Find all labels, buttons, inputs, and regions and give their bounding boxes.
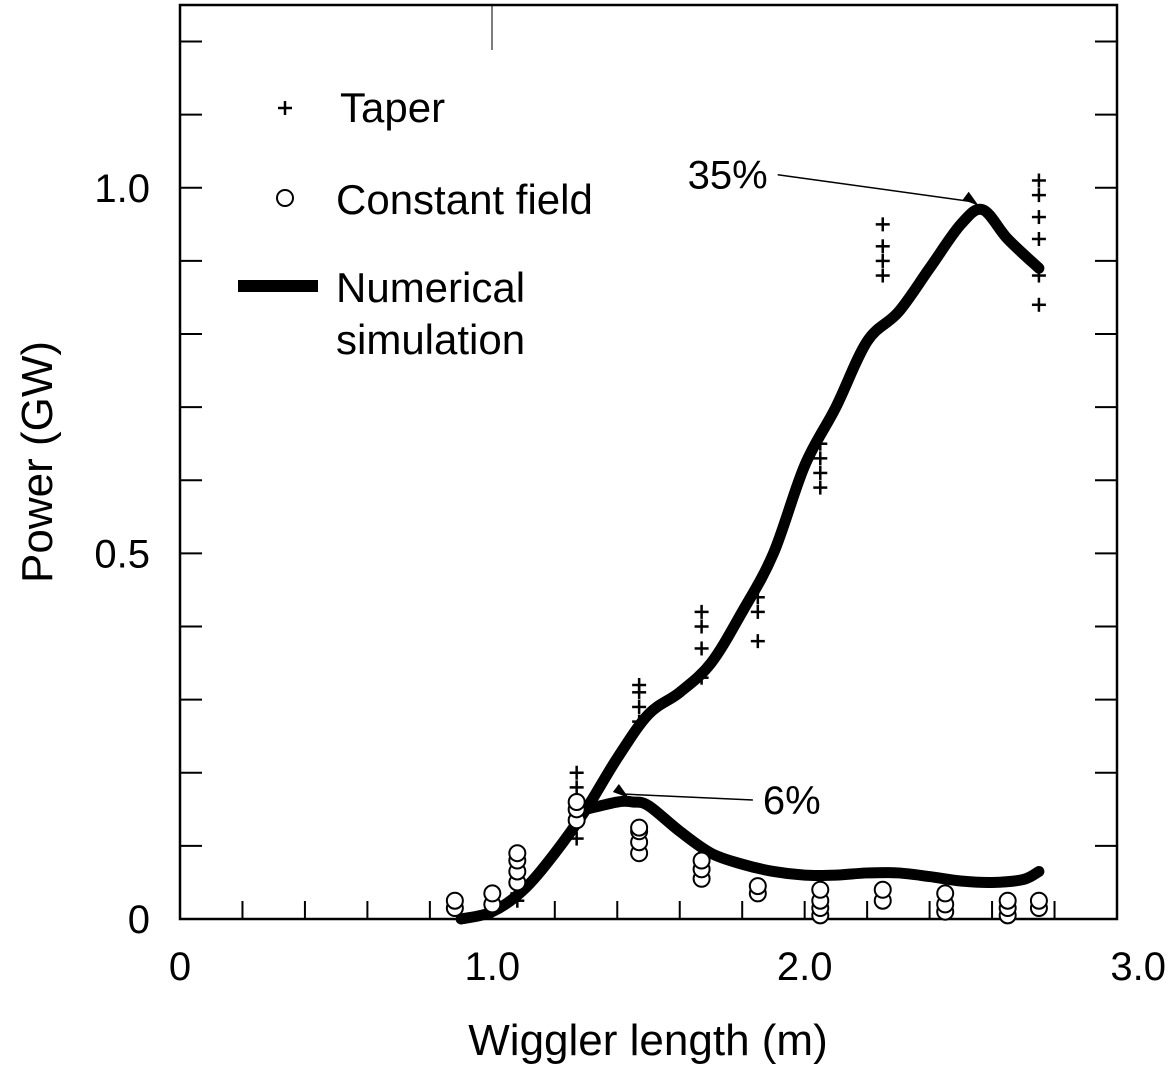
x-axis-label: Wiggler length (m) xyxy=(468,1016,827,1065)
simulation-line-0 xyxy=(455,203,1045,925)
taper-point xyxy=(750,590,765,605)
taper-point xyxy=(875,217,890,232)
legend-item-constant-field: Constant field xyxy=(276,176,593,223)
taper-point xyxy=(569,765,584,780)
annotation-arrow xyxy=(777,173,973,203)
constant-field-point xyxy=(811,880,830,899)
simulation-line-1 xyxy=(580,795,1045,888)
constant-field-point xyxy=(692,851,711,870)
x-tick-label: 1.0 xyxy=(465,945,521,989)
constant-field-point xyxy=(630,818,649,837)
x-tick-label: 0 xyxy=(169,945,191,989)
constant-field-point xyxy=(445,891,464,910)
taper-point xyxy=(813,436,828,451)
legend-label-constant-field: Constant field xyxy=(336,176,593,223)
constant-field-point xyxy=(998,891,1017,910)
taper-point xyxy=(694,670,709,685)
tick-labels: 0 1.0 2.0 3.0 0 0.5 1.0 xyxy=(94,167,1166,989)
taper-point xyxy=(694,641,709,656)
legend-label-line: simulation xyxy=(336,316,525,363)
annotation-label: 6% xyxy=(763,779,821,823)
axis-ticks xyxy=(180,40,1117,919)
taper-point xyxy=(750,634,765,649)
taper-point xyxy=(1031,268,1046,283)
annotation-0: 35% xyxy=(688,154,979,206)
legend-item-numerical-simulation: Numerical simulation xyxy=(238,264,525,363)
taper-point xyxy=(1031,173,1046,188)
y-tick-label: 0.5 xyxy=(94,532,150,576)
data-markers xyxy=(445,173,1048,925)
constant-field-point xyxy=(936,884,955,903)
constant-field-circle-icon xyxy=(276,189,294,207)
numerical-simulation-line-icon xyxy=(238,280,318,292)
annotations: 35% 6% xyxy=(612,154,979,823)
legend-label-numerical-simulation: Numerical simulation xyxy=(336,264,525,363)
y-tick-label: 1.0 xyxy=(94,167,150,211)
constant-field-point xyxy=(508,844,527,863)
simulation-curves xyxy=(455,203,1045,925)
constant-field-point xyxy=(567,793,586,812)
taper-point xyxy=(569,831,584,846)
taper-point xyxy=(1031,188,1046,203)
taper-point xyxy=(632,714,647,729)
taper-point xyxy=(632,678,647,693)
taper-point xyxy=(875,268,890,283)
legend-label-line: Numerical xyxy=(336,264,525,311)
taper-point xyxy=(875,253,890,268)
constant-field-point xyxy=(483,884,502,903)
taper-point xyxy=(569,780,584,795)
plot-frame xyxy=(178,3,1119,921)
legend-item-taper: Taper xyxy=(278,84,445,131)
annotation-arrowhead xyxy=(962,191,979,206)
annotation-label: 35% xyxy=(688,154,768,198)
annotation-1: 6% xyxy=(612,779,821,823)
taper-point xyxy=(1031,297,1046,312)
legend-label-taper: Taper xyxy=(340,84,445,131)
taper-point xyxy=(694,619,709,634)
taper-point xyxy=(813,480,828,495)
x-tick-label: 3.0 xyxy=(1110,945,1166,989)
taper-point xyxy=(1031,210,1046,225)
y-axis-label: Power (GW) xyxy=(13,341,62,583)
x-tick-label: 2.0 xyxy=(777,945,833,989)
constant-field-point xyxy=(873,880,892,899)
taper-point xyxy=(1031,231,1046,246)
taper-point xyxy=(632,699,647,714)
y-tick-label: 0 xyxy=(128,898,150,942)
taper-point xyxy=(813,465,828,480)
annotation-arrow xyxy=(622,793,753,801)
taper-plus-icon xyxy=(278,101,292,115)
taper-point xyxy=(750,604,765,619)
legend: Taper Constant field Numerical simulation xyxy=(238,84,593,363)
taper-point xyxy=(875,239,890,254)
taper-point xyxy=(694,604,709,619)
taper-point xyxy=(813,451,828,466)
constant-field-point xyxy=(1029,891,1048,910)
annotation-arrowhead xyxy=(612,784,629,799)
constant-field-point xyxy=(748,877,767,896)
